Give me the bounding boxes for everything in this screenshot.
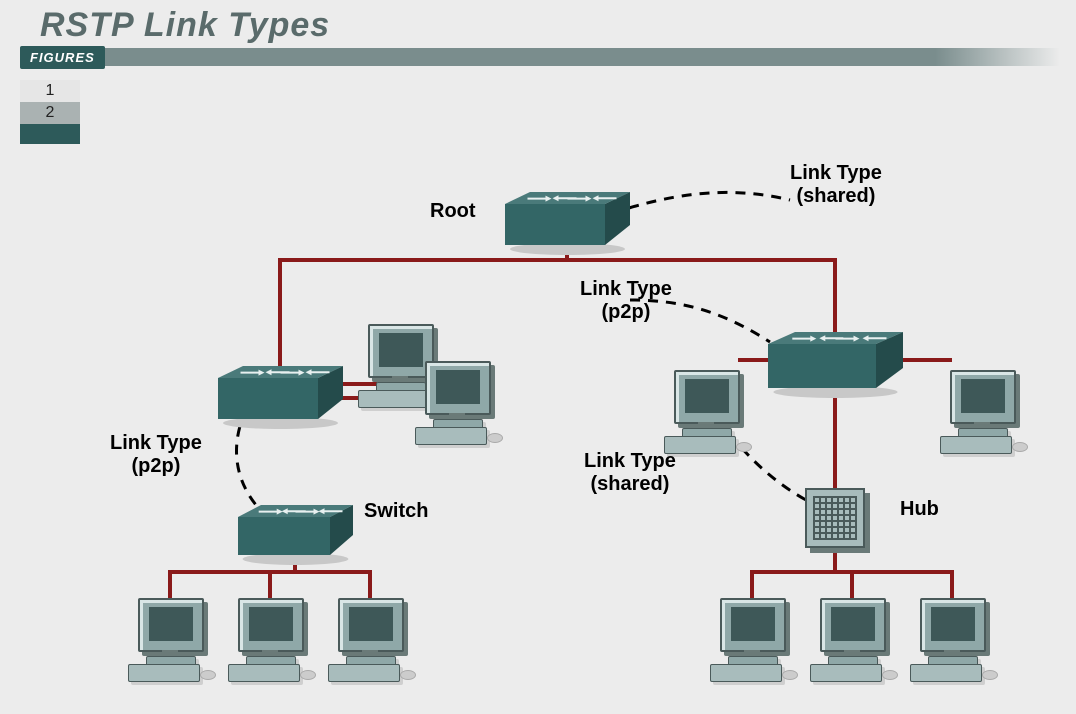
pc-device [940,370,1028,454]
label-hub: Hub [900,498,939,521]
switch-device [768,332,903,400]
label-root: Root [430,200,476,223]
label-mid_shared: Link Type(shared) [584,450,676,496]
pc-device [810,598,898,682]
label-top_shared: Link Type(shared) [790,162,882,208]
pc-device [710,598,798,682]
pc-device [664,370,752,454]
dashed-link [629,192,790,208]
pc-device [128,598,216,682]
pc-device [415,361,503,445]
switch-device [238,505,353,567]
pc-device [228,598,316,682]
switch-device [505,192,630,257]
label-left_p2p: Link Type(p2p) [110,432,202,478]
hub-device [805,488,867,550]
label-switch: Switch [364,500,428,523]
label-mid_p2p: Link Type(p2p) [580,278,672,324]
pc-device [328,598,416,682]
pc-device [910,598,998,682]
switch-device [218,366,343,431]
